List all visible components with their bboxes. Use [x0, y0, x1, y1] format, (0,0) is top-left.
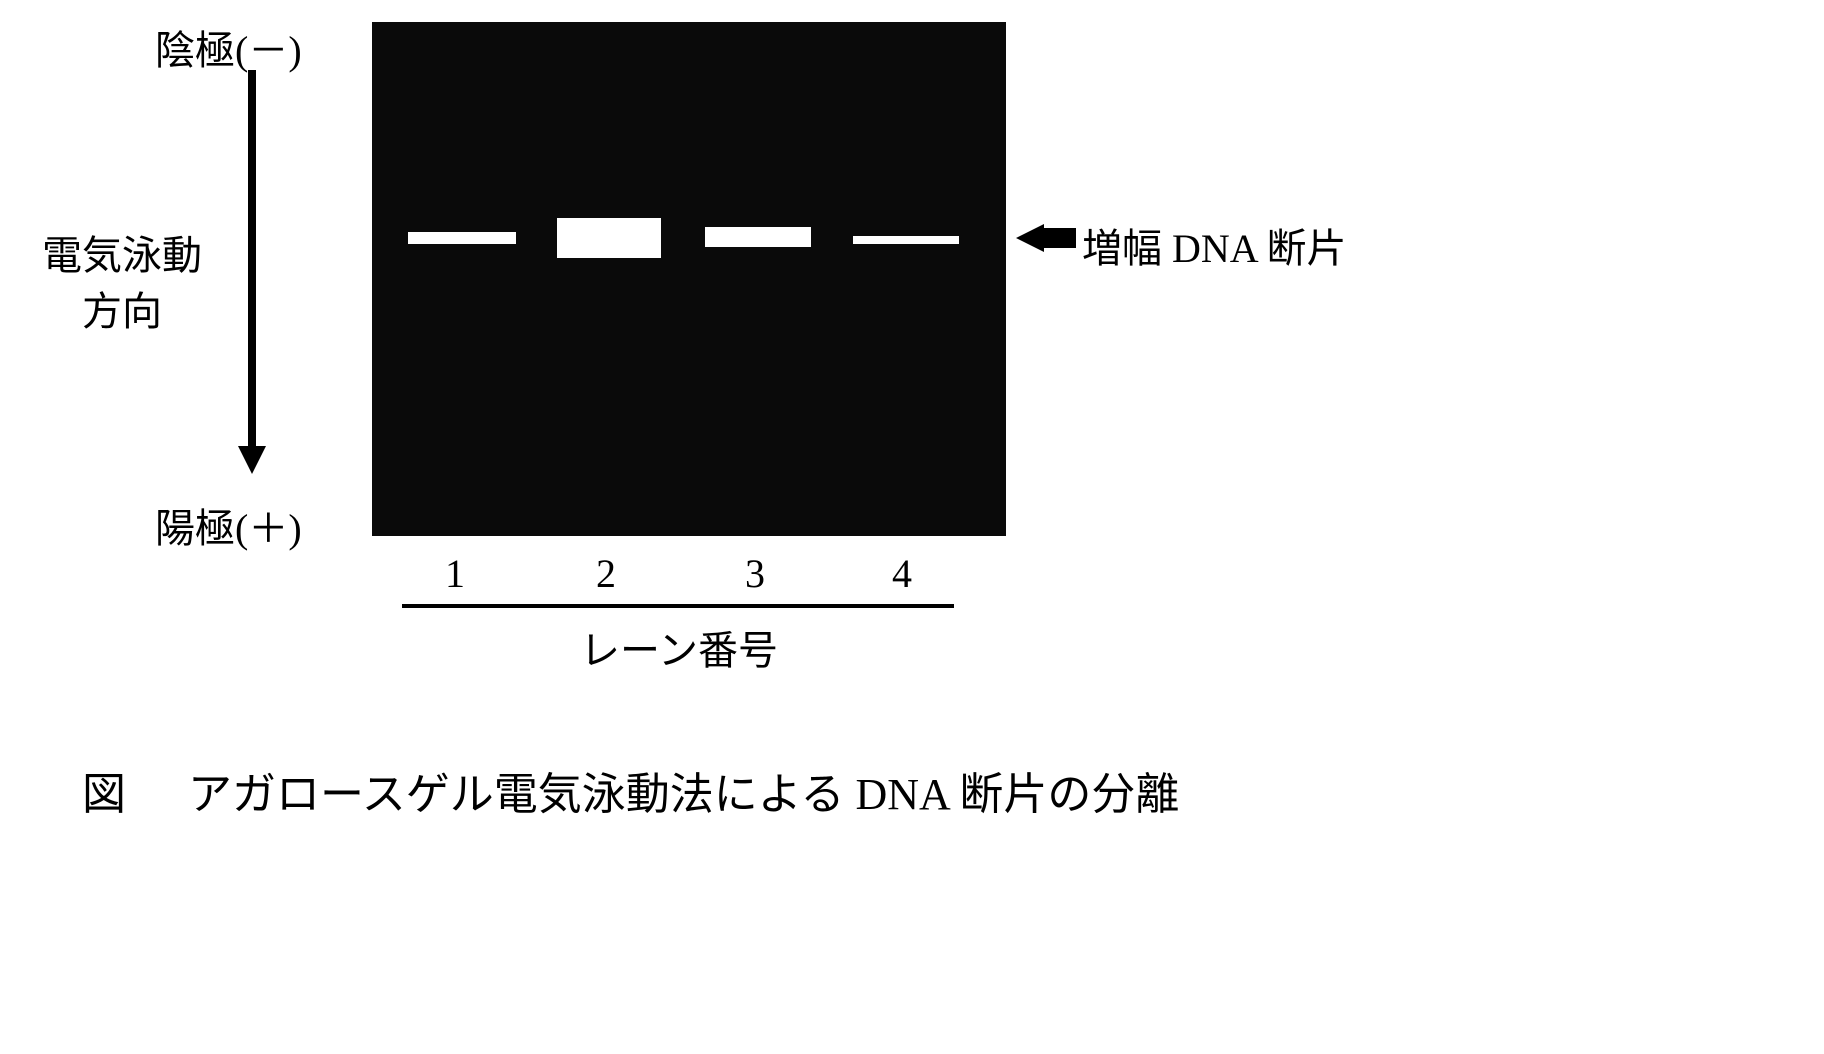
figure-caption: 図 アガロースゲル電気泳動法による DNA 断片の分離 [82, 758, 1179, 822]
lane-number-2: 2 [596, 550, 616, 597]
caption-prefix: 図 [82, 770, 126, 819]
lane-number-4: 4 [892, 550, 912, 597]
lane-underline [402, 604, 954, 608]
gel-box [372, 22, 1006, 536]
lane-number-3: 3 [745, 550, 765, 597]
band-lane-1 [408, 232, 516, 244]
direction-label: 電気泳動 方向 [42, 228, 202, 340]
diagram-container: 陰極(－) 陽極(＋) 電気泳動 方向 増幅 DNA 断片 1 2 3 4 レー… [0, 0, 1824, 1054]
direction-line1: 電気泳動 [42, 228, 202, 284]
direction-line2: 方向 [42, 284, 202, 340]
band-lane-4 [853, 236, 959, 244]
anode-label: 陽極(＋) [155, 496, 302, 554]
caption-text: アガロースゲル電気泳動法による DNA 断片の分離 [188, 770, 1179, 819]
band-lane-3 [705, 227, 811, 247]
fragment-label: 増幅 DNA 断片 [1082, 216, 1346, 274]
band-lane-2 [557, 218, 661, 258]
lane-axis-label: レーン番号 [580, 618, 778, 676]
cathode-label: 陰極(－) [155, 18, 302, 76]
lane-number-1: 1 [445, 550, 465, 597]
